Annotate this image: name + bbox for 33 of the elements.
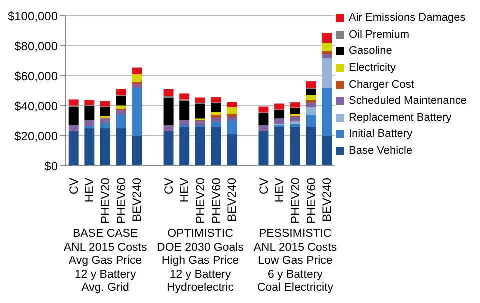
legend-label: Charger Cost — [349, 78, 414, 91]
legend-label: Air Emissions Damages — [349, 12, 466, 24]
y-tick-label: $40,000 — [14, 99, 58, 114]
y-tick-label: $60,000 — [14, 69, 58, 84]
legend-label: Scheduled Maintenance — [349, 95, 468, 108]
x-tick-label: BEV240 — [225, 178, 240, 222]
x-tick-label: HEV — [178, 178, 192, 203]
text: BASE CASE ANL 2015 Costs Avg Gas Price 12 y Battery Avg. Grid — [62, 228, 148, 296]
text: OPTIMISTIC DOE 2030 Goals High Gas Price 12 y Battery Hydroelectric — [156, 228, 245, 296]
text: PESSIMISTIC ANL 2015 Costs Low Gas Price 6 y Battery Coal Electricity — [252, 228, 338, 296]
x-tick-label: HEV — [272, 178, 287, 203]
legend-label: Base Vehicle — [349, 145, 413, 158]
legend-label: Initial Battery — [349, 128, 413, 140]
x-tick-label: HEV — [82, 178, 97, 203]
legend-label: Oil Premium — [349, 28, 410, 41]
y-tick-label: $20,000 — [14, 129, 58, 144]
legend-label: Electricity — [349, 62, 396, 74]
y-tick-label: $0 — [44, 159, 58, 174]
x-tick-label: PHEV20 — [288, 178, 302, 224]
y-tick-label: $80,000 — [14, 39, 58, 54]
y-tick-label: $100,000 — [8, 9, 58, 24]
x-tick-label: BEV240 — [130, 178, 144, 222]
x-tick-label: PHEV20 — [194, 178, 208, 224]
legend-label: Replacement Battery — [349, 112, 452, 124]
x-tick-label: CV — [256, 178, 271, 195]
x-tick-label: BEV240 — [320, 178, 334, 222]
x-tick-label: CV — [162, 178, 176, 195]
x-tick-label: PHEV20 — [98, 178, 113, 224]
x-tick-label: PHEV60 — [209, 178, 224, 224]
legend-label: Gasoline — [349, 45, 392, 58]
x-tick-label: PHEV60 — [304, 178, 318, 224]
x-tick-label: CV — [66, 178, 81, 195]
x-tick-label: PHEV60 — [114, 178, 128, 224]
